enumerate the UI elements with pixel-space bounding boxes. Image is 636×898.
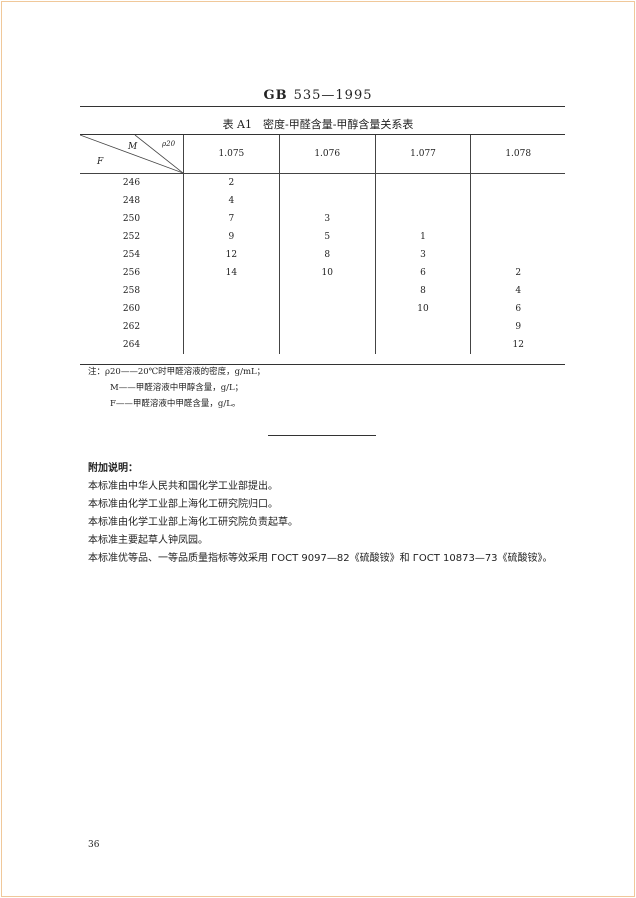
additional-line: 本标准由中华人民共和国化学工业部提出。: [88, 481, 278, 492]
row-header: 248: [122, 196, 141, 206]
end-rule: [268, 435, 376, 436]
table-row: 252 9 5 1: [80, 228, 565, 246]
row-header: 264: [122, 340, 141, 350]
column-header: 1.077: [374, 135, 471, 174]
additional-line: 本标准由化学工业部上海化工研究院归口。: [88, 499, 278, 510]
standard-number: 535—1995: [293, 88, 373, 103]
column-header: 1.078: [470, 135, 565, 174]
table-cell: 10: [278, 264, 376, 282]
table-cell: [278, 282, 376, 300]
additional-line: 本标准优等品、一等品质量指标等效采用 ГОСТ 9097—82《硫酸铵》和 ГО…: [88, 553, 553, 564]
additional-line: 本标准由化学工业部上海化工研究院负责起草。: [88, 517, 298, 528]
note-line: 注：ρ20——20℃时甲醛溶液的密度，g/mL；: [88, 367, 266, 377]
table-row: 256 14 10 6 2: [80, 264, 565, 282]
table-cell: [278, 336, 376, 354]
methanol-label: M: [128, 142, 138, 152]
table-row: 264 12: [80, 336, 565, 354]
additional-notes: 附加说明： 本标准由中华人民共和国化学工业部提出。 本标准由化学工业部上海化工研…: [88, 460, 553, 568]
table-cell: 4: [470, 282, 565, 300]
row-header: 258: [122, 286, 141, 296]
row-header: 260: [122, 304, 141, 314]
table-cell: 6: [374, 264, 471, 282]
table-cell: 10: [374, 300, 471, 318]
table-row: 254 12 8 3: [80, 246, 565, 264]
standard-code: GB: [263, 88, 288, 103]
column-header: 1.076: [278, 135, 376, 174]
table-caption: 表 A1 密度-甲醛含量-甲醇含量关系表: [222, 118, 414, 131]
page-number: 36: [88, 840, 100, 850]
table-cell: 3: [278, 210, 376, 228]
row-header: 252: [122, 232, 141, 242]
row-header: 250: [122, 214, 141, 224]
density-label: ρ20: [162, 140, 176, 148]
corner-cell: M ρ20 F: [80, 135, 184, 174]
table-cell: 9: [470, 318, 565, 336]
table-cell: 2: [183, 173, 280, 192]
note-line: M——甲醛溶液中甲醇含量，g/L；: [110, 383, 244, 393]
table-cell: [183, 300, 280, 318]
table-cell: [470, 210, 565, 228]
row-header: 262: [122, 322, 141, 332]
table-cell: [470, 173, 565, 192]
table-cell: 1: [374, 228, 471, 246]
table-cell: [470, 246, 565, 264]
table-cell: 3: [374, 246, 471, 264]
header-rule: [80, 106, 565, 107]
table-cell: [278, 173, 376, 192]
table-row: 246 2: [80, 173, 565, 192]
additional-title: 附加说明：: [88, 463, 138, 474]
formaldehyde-label: F: [97, 157, 104, 167]
table-cell: [470, 192, 565, 210]
table-cell: [374, 318, 471, 336]
row-header: 254: [122, 250, 141, 260]
table-row: 248 4: [80, 192, 565, 210]
table-cell: [278, 318, 376, 336]
table-row: 260 10 6: [80, 300, 565, 318]
table-bottom-rule: [80, 364, 565, 365]
table-cell: 9: [183, 228, 280, 246]
table-row: 262 9: [80, 318, 565, 336]
density-table: M ρ20 F 1.075 1.076 1.077 1.078 246 2 248 4…: [80, 135, 565, 354]
table-cell: [183, 318, 280, 336]
table-cell: [183, 282, 280, 300]
table-cell: 14: [183, 264, 280, 282]
table-cell: [183, 336, 280, 354]
table-notes: 注：ρ20——20℃时甲醛溶液的密度，g/mL； M——甲醛溶液中甲醇含量，g/…: [88, 364, 265, 412]
table-row: 258 8 4: [80, 282, 565, 300]
note-line: F——甲醛溶液中甲醛含量，g/L。: [110, 399, 241, 409]
table-cell: 2: [470, 264, 565, 282]
column-header: 1.075: [183, 135, 280, 174]
additional-line: 本标准主要起草人钟凤园。: [88, 535, 208, 546]
table-cell: [374, 210, 471, 228]
table-cell: [278, 300, 376, 318]
table-cell: 8: [374, 282, 471, 300]
table-cell: 8: [278, 246, 376, 264]
standard-header: GB 535—1995: [0, 88, 636, 103]
table-cell: 6: [470, 300, 565, 318]
table-cell: 4: [183, 192, 280, 210]
row-header: 256: [122, 268, 141, 278]
table-cell: 7: [183, 210, 280, 228]
table-cell: [470, 228, 565, 246]
table-cell: 12: [470, 336, 565, 354]
table-top-rule: [80, 134, 565, 135]
diagonal-lines: [80, 135, 183, 173]
table-cell: [278, 192, 376, 210]
table-cell: [374, 173, 471, 192]
row-header: 246: [122, 178, 141, 188]
table-cell: 12: [183, 246, 280, 264]
table-row: 250 7 3: [80, 210, 565, 228]
table-cell: [374, 192, 471, 210]
table-cell: 5: [278, 228, 376, 246]
table-cell: [374, 336, 471, 354]
